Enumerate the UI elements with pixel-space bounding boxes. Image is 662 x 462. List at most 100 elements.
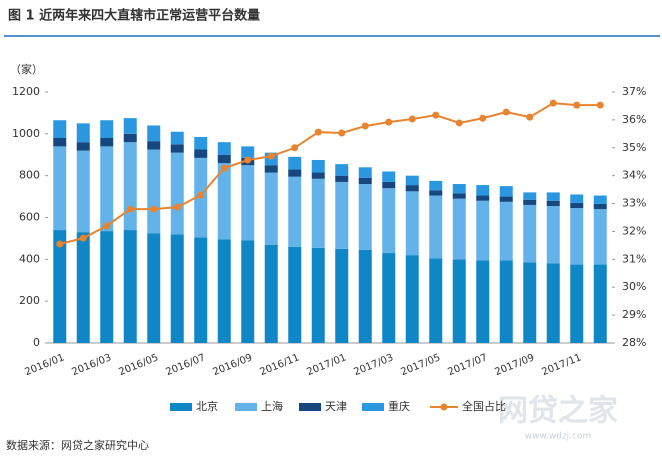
legend-swatch	[440, 403, 448, 411]
x-tick-label: 2016/01	[23, 352, 66, 378]
line-marker	[408, 115, 416, 123]
bar-segment	[170, 234, 184, 343]
bar-segment	[194, 136, 208, 150]
line-marker	[479, 114, 487, 122]
bar-segment	[593, 209, 607, 265]
line-marker	[596, 101, 604, 109]
bar-segment	[429, 180, 443, 191]
legend-label: 重庆	[388, 399, 410, 413]
line-marker	[291, 144, 299, 152]
y-tick-label: 400	[19, 252, 40, 265]
bar-segment	[194, 149, 208, 158]
y2-tick-label: 36%	[622, 113, 646, 126]
bar-segment	[429, 190, 443, 196]
line-marker	[361, 122, 369, 130]
line-marker	[103, 222, 111, 230]
line-marker	[150, 205, 158, 213]
y-tick-label: 0	[33, 336, 40, 349]
line-marker	[173, 203, 181, 211]
bar-segment	[288, 176, 302, 247]
bar-segment	[241, 146, 255, 158]
line-marker	[432, 111, 440, 119]
bar-segment	[358, 167, 372, 178]
y-tick-label: 200	[19, 294, 40, 307]
bar-segment	[452, 193, 466, 199]
bar-segment	[311, 159, 325, 173]
legend-label: 上海	[261, 399, 283, 413]
bar-segment	[53, 138, 67, 147]
line-marker	[244, 156, 252, 164]
legend-swatch	[170, 403, 192, 411]
bar-segment	[288, 169, 302, 177]
bar-segment	[593, 195, 607, 204]
legend-label: 天津	[325, 400, 347, 413]
bar-segment	[499, 196, 513, 202]
line-marker	[338, 129, 346, 137]
line-marker	[502, 108, 510, 116]
bar-segment	[382, 253, 396, 343]
bar-segment	[147, 233, 161, 343]
bar-segment	[382, 171, 396, 182]
watermark-url: www.wdzj.com	[525, 432, 592, 442]
y2-tick-label: 35%	[622, 141, 646, 154]
x-tick-label: 2016/07	[164, 352, 207, 378]
line-marker	[126, 205, 134, 213]
x-tick-label: 2017/03	[352, 352, 395, 378]
bar-segment	[170, 152, 184, 235]
bar-segment	[264, 165, 278, 173]
bar-segment	[429, 258, 443, 343]
bar-segment	[264, 244, 278, 343]
bar-segment	[53, 230, 67, 343]
bar-segment	[53, 120, 67, 139]
y2-tick-label: 28%	[622, 336, 646, 349]
bar-segment	[335, 175, 349, 182]
bar-segment	[523, 204, 537, 263]
bar-segment	[241, 240, 255, 343]
bar-segment	[499, 201, 513, 261]
bar-segment	[288, 246, 302, 343]
bar-segment	[405, 185, 419, 192]
y-axis-label: （家）	[10, 62, 43, 76]
bar-segment	[593, 203, 607, 210]
line-marker	[455, 119, 463, 127]
bar-segment	[147, 149, 161, 234]
bar-segment	[217, 154, 231, 164]
bar-segment	[217, 163, 231, 240]
bar-segment	[476, 185, 490, 196]
bar-segment	[76, 232, 90, 343]
bar-segment	[123, 230, 137, 343]
y-tick-label: 1200	[12, 85, 40, 98]
bar-segment	[405, 255, 419, 343]
bar-segment	[405, 175, 419, 186]
bar-segment	[217, 142, 231, 155]
y2-tick-label: 37%	[622, 85, 646, 98]
bar-segment	[288, 156, 302, 170]
bar-segment	[123, 133, 137, 143]
bar-segment	[523, 199, 537, 205]
bar-segment	[523, 262, 537, 343]
line-marker	[220, 164, 228, 172]
chart-title: 图 1 近两年来四大直辖市正常运营平台数量	[8, 8, 260, 24]
y-tick-label: 1000	[12, 127, 40, 140]
bar-segment	[358, 177, 372, 185]
legend-label: 北京	[196, 399, 218, 413]
bar-segment	[570, 264, 584, 343]
y2-tick-label: 32%	[622, 224, 646, 237]
x-tick-label: 2016/11	[258, 352, 301, 378]
y-tick-label: 600	[19, 211, 40, 224]
bar-segment	[100, 120, 114, 139]
bar-segment	[123, 118, 137, 134]
line-marker	[573, 101, 581, 109]
bar-segment	[311, 172, 325, 179]
x-tick-label: 2017/07	[446, 352, 489, 378]
bar-segment	[53, 146, 67, 231]
bar-segment	[570, 202, 584, 209]
bar-segment	[170, 144, 184, 153]
source: 数据来源：网贷之家研究中心	[6, 438, 149, 452]
line-marker	[314, 128, 322, 136]
bar-segment	[76, 142, 90, 151]
bar-segment	[476, 260, 490, 343]
x-tick-label: 2017/11	[540, 352, 583, 378]
bar-segment	[476, 200, 490, 261]
